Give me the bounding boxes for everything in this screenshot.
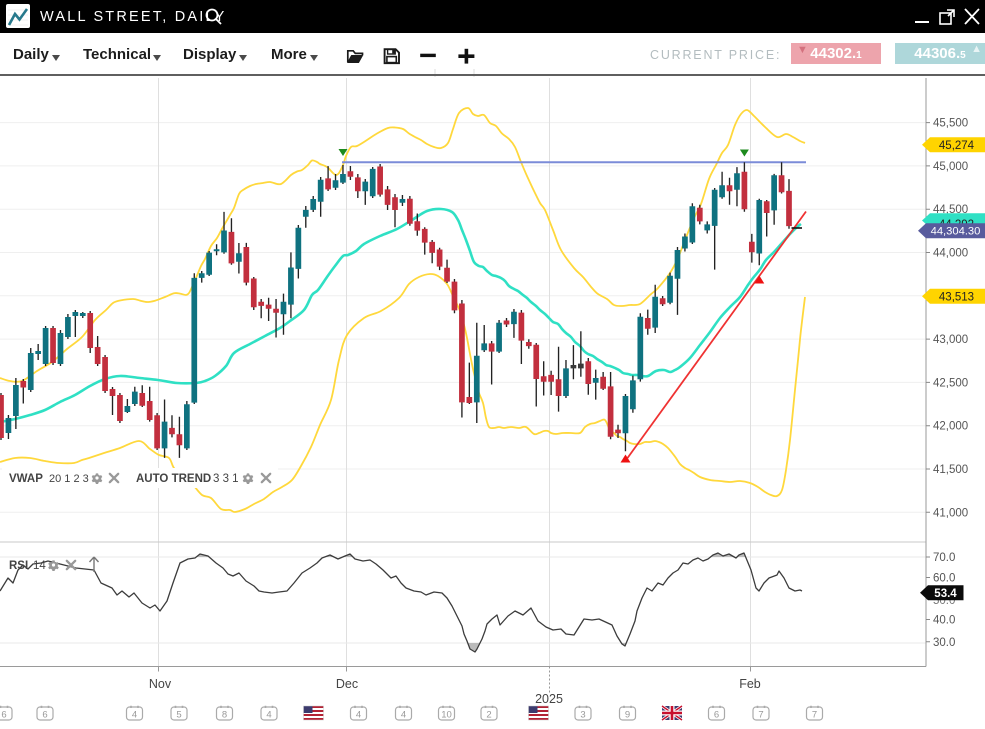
svg-text:6: 6 xyxy=(714,710,719,721)
svg-text:6: 6 xyxy=(1,710,6,721)
svg-text:44,000: 44,000 xyxy=(933,248,968,260)
svg-text:4: 4 xyxy=(401,710,406,721)
svg-text:45,274: 45,274 xyxy=(939,140,975,152)
svg-text:Nov: Nov xyxy=(149,677,172,691)
svg-text:Dec: Dec xyxy=(336,677,358,691)
svg-text:4: 4 xyxy=(356,710,361,721)
svg-text:2025: 2025 xyxy=(535,692,563,706)
svg-text:45,000: 45,000 xyxy=(933,161,968,173)
svg-text:14: 14 xyxy=(33,560,46,572)
svg-text:70.0: 70.0 xyxy=(933,552,955,564)
svg-text:4: 4 xyxy=(266,710,271,721)
svg-text:41,000: 41,000 xyxy=(933,507,968,519)
svg-text:43,513: 43,513 xyxy=(939,291,974,303)
svg-text:Feb: Feb xyxy=(739,677,761,691)
svg-text:42,000: 42,000 xyxy=(933,421,968,433)
svg-text:3 3 1: 3 3 1 xyxy=(213,473,239,485)
svg-text:53.4: 53.4 xyxy=(934,588,957,600)
svg-text:45,500: 45,500 xyxy=(933,118,968,130)
svg-text:10: 10 xyxy=(441,710,452,721)
svg-text:7: 7 xyxy=(758,710,763,721)
svg-text:RSI: RSI xyxy=(9,560,28,572)
svg-text:VWAP: VWAP xyxy=(9,473,43,485)
svg-text:AUTO TREND: AUTO TREND xyxy=(136,473,211,485)
svg-text:60.0: 60.0 xyxy=(933,573,955,585)
svg-text:4: 4 xyxy=(132,710,137,721)
svg-text:7: 7 xyxy=(812,710,817,721)
svg-text:3: 3 xyxy=(580,710,585,721)
svg-text:40.0: 40.0 xyxy=(933,615,955,627)
svg-text:8: 8 xyxy=(222,710,227,721)
svg-text:2: 2 xyxy=(486,710,491,721)
svg-text:42,500: 42,500 xyxy=(933,377,968,389)
svg-text:44,304.30: 44,304.30 xyxy=(931,226,981,238)
svg-text:30.0: 30.0 xyxy=(933,637,955,649)
svg-text:41,500: 41,500 xyxy=(933,464,968,476)
svg-text:20 1 2 3: 20 1 2 3 xyxy=(49,473,89,485)
svg-text:9: 9 xyxy=(625,710,630,721)
svg-text:6: 6 xyxy=(42,710,47,721)
svg-text:43,000: 43,000 xyxy=(933,334,968,346)
svg-text:5: 5 xyxy=(176,710,181,721)
